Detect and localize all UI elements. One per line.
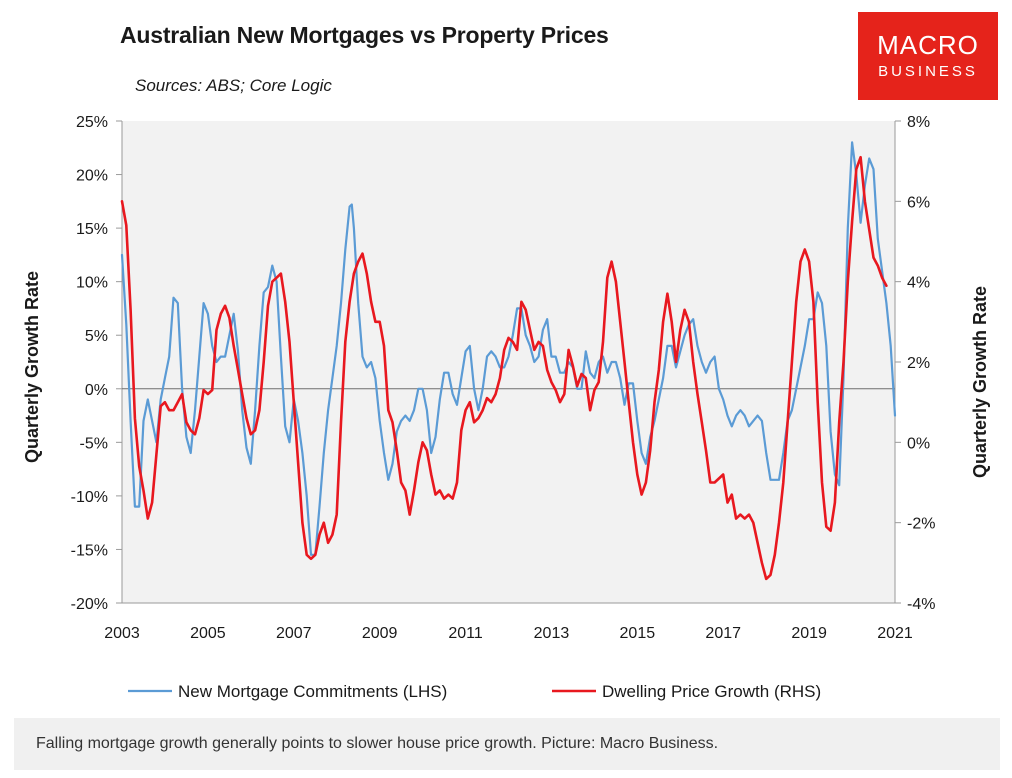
chart-title: Australian New Mortgages vs Property Pri… bbox=[120, 22, 609, 48]
y-left-tick-label: -5% bbox=[80, 435, 108, 452]
y-left-tick-label: 15% bbox=[76, 221, 108, 238]
plot-area bbox=[122, 121, 895, 603]
y-left-tick-label: -20% bbox=[71, 596, 108, 613]
macro-business-logo: MACRO BUSINESS bbox=[858, 12, 998, 100]
dwelling-price-growth-line bbox=[120, 155, 888, 581]
x-tick-label: 2005 bbox=[190, 625, 226, 642]
x-tick-label: 2007 bbox=[276, 625, 312, 642]
y-right-tick-label: 8% bbox=[907, 114, 930, 131]
y-left-tick-label: 10% bbox=[76, 275, 108, 292]
x-tick-label: 2011 bbox=[448, 625, 483, 642]
x-tick-label: 2017 bbox=[705, 625, 741, 642]
y-right-tick-label: 4% bbox=[907, 275, 930, 292]
y-left-axis-title: Quarterly Growth Rate bbox=[22, 271, 42, 463]
new-mortgage-commitments-line bbox=[120, 141, 897, 556]
x-tick-label: 2013 bbox=[534, 625, 570, 642]
x-tick-label: 2009 bbox=[362, 625, 398, 642]
logo-line-1: MACRO bbox=[877, 30, 979, 60]
x-tick-label: 2019 bbox=[791, 625, 827, 642]
y-right-tick-label: 6% bbox=[907, 194, 930, 211]
x-tick-label: 2003 bbox=[104, 625, 140, 642]
chart-subtitle: Sources: ABS; Core Logic bbox=[135, 76, 332, 95]
x-tick-label: 2021 bbox=[877, 625, 913, 642]
x-tick-label: 2015 bbox=[620, 625, 656, 642]
y-right-tick-label: -4% bbox=[907, 596, 935, 613]
logo-line-2: BUSINESS bbox=[878, 63, 978, 80]
y-left-tick-label: -10% bbox=[71, 489, 108, 506]
y-left-tick-label: 0% bbox=[85, 382, 108, 399]
y-left-tick-label: -15% bbox=[71, 542, 108, 559]
image-caption: Falling mortgage growth generally points… bbox=[14, 718, 1000, 770]
y-right-tick-label: 0% bbox=[907, 435, 930, 452]
y-right-axis-title: Quarterly Growth Rate bbox=[970, 286, 990, 478]
y-left-tick-label: 20% bbox=[76, 168, 108, 185]
y-right-tick-label: 2% bbox=[907, 355, 930, 372]
line-chart: 25% 20% 15% 10% 5% 0% -5% -10% -15% -20% 8% 6% 4% 2% 0… bbox=[22, 114, 990, 701]
legend-label-1: New Mortgage Commitments (LHS) bbox=[178, 682, 447, 701]
y-left-tick-label: 25% bbox=[76, 114, 108, 131]
y-left-tick-label: 5% bbox=[85, 328, 108, 345]
y-right-tick-label: -2% bbox=[907, 516, 935, 533]
legend-label-2: Dwelling Price Growth (RHS) bbox=[602, 682, 821, 701]
